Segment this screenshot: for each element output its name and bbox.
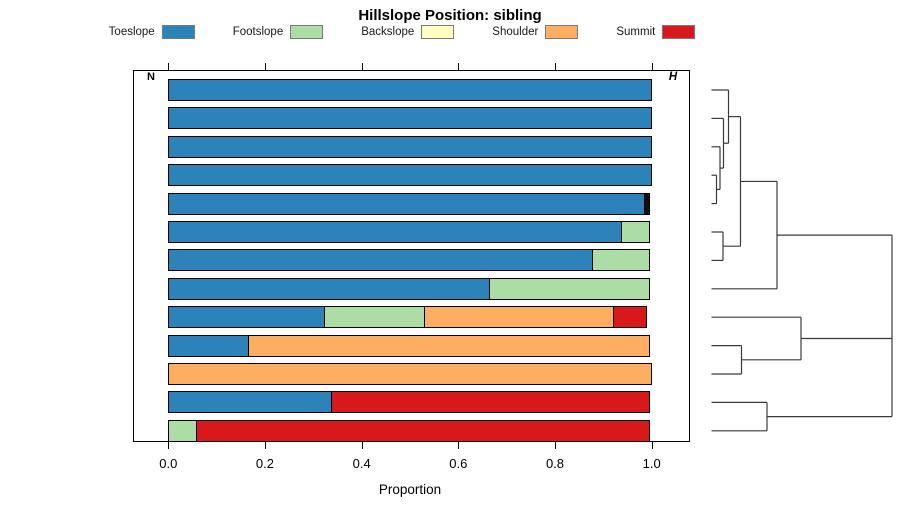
legend-swatch xyxy=(290,25,324,39)
bar-segment-shoulder xyxy=(168,363,652,385)
x-axis-label: Proportion xyxy=(378,482,442,497)
legend-label: Backslope xyxy=(361,26,415,38)
bar-segment-summit xyxy=(195,419,651,442)
bar-segment-shoulder xyxy=(247,334,651,357)
n-column-header: N xyxy=(147,71,155,83)
stacked-bar-urbo xyxy=(168,79,652,101)
bar-segment-toeslope xyxy=(168,79,652,101)
x-tick-label: 0.0 xyxy=(159,456,178,471)
bar-segment-footslope xyxy=(592,249,651,272)
legend-item-footslope: Footslope xyxy=(233,25,324,39)
x-tick-bottom xyxy=(264,442,266,449)
legend-item-toeslope: Toeslope xyxy=(109,25,195,39)
legend-label: Summit xyxy=(616,26,656,38)
legend-item-backslope: Backslope xyxy=(361,25,455,39)
stacked-bar-jena xyxy=(168,363,652,385)
x-tick-top xyxy=(651,63,653,70)
x-tick-bottom xyxy=(458,442,460,449)
bar-segment-footslope xyxy=(621,221,651,243)
stacked-bar-annemaine xyxy=(168,391,651,414)
legend-swatch xyxy=(545,25,579,39)
x-tick-label: 0.2 xyxy=(255,456,274,471)
legend-item-shoulder: Shoulder xyxy=(492,25,579,39)
x-tick-label: 0.6 xyxy=(449,456,468,471)
bar-segment-toeslope xyxy=(168,107,652,130)
x-tick-top xyxy=(361,63,363,70)
stacked-bar-mooreville xyxy=(168,107,652,130)
bar-segment-summit xyxy=(331,391,651,414)
x-tick-bottom xyxy=(361,442,363,449)
x-tick-label: 0.4 xyxy=(352,456,371,471)
stacked-bar-bibb xyxy=(168,192,651,215)
x-tick-top xyxy=(168,63,170,70)
legend-item-summit: Summit xyxy=(616,25,696,39)
stacked-bar-cahaba xyxy=(168,306,651,329)
stacked-bar-kirkville xyxy=(168,135,652,158)
legend-swatch xyxy=(161,25,195,39)
bar-segment-summit xyxy=(613,306,648,329)
x-tick-label: 1.0 xyxy=(642,456,661,471)
x-tick-top xyxy=(264,63,266,70)
x-tick-bottom xyxy=(651,442,653,449)
stacked-bar-kinston xyxy=(168,164,652,187)
bar-segment-footslope xyxy=(489,277,651,300)
h-column-header: H xyxy=(668,71,678,83)
legend: Toeslope Footslope Backslope Shoulder Summit xyxy=(0,25,804,39)
legend-swatch xyxy=(662,25,696,39)
x-tick-label: 0.8 xyxy=(545,456,565,471)
x-tick-top xyxy=(555,63,557,70)
stacked-bar-una xyxy=(168,249,651,272)
stacked-bar-daleville xyxy=(168,277,651,300)
legend-label: Footslope xyxy=(232,26,284,38)
stacked-bar-mantachie xyxy=(168,221,651,243)
x-tick-top xyxy=(458,63,460,70)
stacked-bar-quitman xyxy=(168,419,651,442)
bar-segment-other xyxy=(644,192,651,215)
legend-label: Toeslope xyxy=(108,26,155,38)
bar-segment-toeslope xyxy=(168,135,652,158)
x-tick-bottom xyxy=(168,442,170,449)
legend-label: Shoulder xyxy=(492,26,539,38)
legend-swatch xyxy=(421,25,455,39)
bar-segment-toeslope xyxy=(168,164,652,187)
stacked-bar-nugent xyxy=(168,334,651,357)
x-tick-bottom xyxy=(555,442,557,449)
chart-title: Hillslope Position: sibling xyxy=(358,7,542,24)
